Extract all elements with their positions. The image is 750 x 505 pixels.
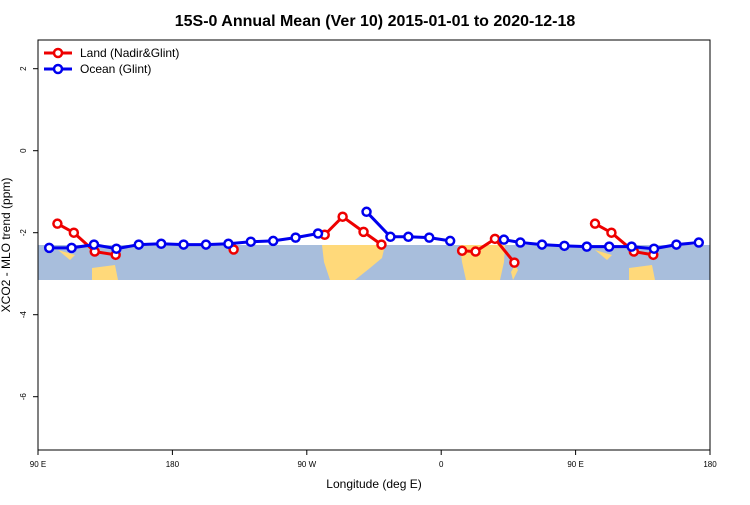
series-point (424, 232, 435, 243)
series-point (52, 218, 63, 229)
legend-marker (52, 63, 64, 75)
series-point (536, 239, 548, 250)
series-point (626, 241, 637, 252)
series-point (155, 238, 167, 250)
y-tick-label: -2 (19, 229, 28, 237)
series-point (43, 242, 55, 254)
series-point (581, 241, 593, 252)
land-shape (511, 265, 518, 280)
series-point (385, 231, 396, 243)
y-tick-label: -4 (19, 311, 28, 319)
legend-label: Land (Nadir&Glint) (80, 46, 179, 60)
land-shape (92, 265, 118, 280)
x-axis-label: Longitude (deg E) (326, 477, 421, 491)
series-point (603, 241, 615, 252)
legend-label: Ocean (Glint) (80, 62, 151, 76)
series-point (111, 243, 122, 254)
series-point (68, 227, 80, 238)
y-tick-label: 0 (19, 148, 28, 153)
series-point (337, 211, 348, 222)
series-point (671, 239, 682, 250)
series-point (312, 228, 324, 239)
series-point (267, 235, 279, 247)
x-tick-label: 90 E (567, 460, 583, 469)
series-point (361, 206, 372, 218)
series-point (444, 235, 456, 247)
series-point (498, 234, 510, 245)
series-line (56, 214, 654, 264)
series-point (456, 245, 468, 256)
series-point (509, 257, 520, 268)
legend-marker (52, 47, 64, 59)
x-tick-label: 90 E (30, 460, 46, 469)
series-point (489, 233, 501, 245)
series-point (648, 243, 660, 254)
series-point (66, 242, 77, 254)
x-tick-label: 0 (439, 460, 444, 469)
x-tick-label: 90 W (297, 460, 316, 469)
land-shape (595, 250, 612, 260)
series-point (178, 239, 189, 250)
series-point (88, 239, 100, 250)
series-point (200, 239, 212, 250)
series-point (693, 237, 705, 248)
x-tick-label: 180 (166, 460, 180, 469)
series-point (376, 239, 387, 250)
chart-title: 15S-0 Annual Mean (Ver 10) 2015-01-01 to… (175, 13, 576, 30)
land-shape (322, 245, 385, 280)
y-axis-label: XCO2 - MLO trend (ppm) (0, 178, 13, 313)
x-tick-label: 180 (703, 460, 717, 469)
map-strip (38, 245, 710, 280)
series-point (290, 232, 301, 243)
series-point (559, 240, 570, 252)
y-tick-label: -6 (19, 393, 28, 401)
series-point (223, 238, 234, 250)
land-shape (629, 265, 655, 280)
series-point (133, 239, 145, 250)
series-point (606, 227, 617, 238)
series-point (245, 236, 257, 247)
series-point (470, 246, 481, 257)
series-point (358, 226, 369, 238)
series-point (589, 218, 601, 229)
land-shape (58, 250, 75, 260)
series-point (515, 237, 526, 248)
series-point (403, 231, 414, 243)
y-tick-label: 2 (19, 66, 28, 71)
plot-frame (37, 39, 711, 451)
